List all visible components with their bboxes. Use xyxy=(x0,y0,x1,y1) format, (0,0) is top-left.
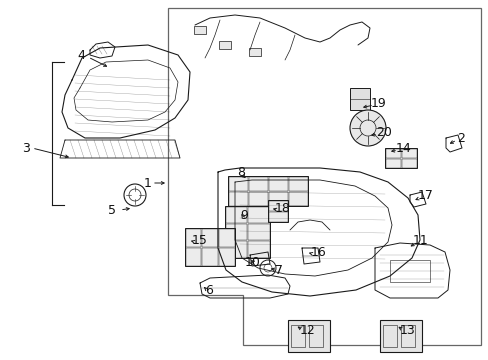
Text: 14: 14 xyxy=(395,141,411,154)
Text: 12: 12 xyxy=(299,324,315,337)
Text: 7: 7 xyxy=(274,264,283,276)
Bar xyxy=(349,88,369,110)
Bar xyxy=(248,48,261,56)
Text: 18: 18 xyxy=(274,202,290,215)
Bar xyxy=(379,320,421,352)
Text: 10: 10 xyxy=(244,256,260,270)
Text: 19: 19 xyxy=(370,96,386,109)
Bar xyxy=(268,212,287,221)
Bar xyxy=(225,207,246,223)
Bar xyxy=(287,320,329,352)
Bar xyxy=(400,325,414,347)
Bar xyxy=(247,224,269,240)
Text: 6: 6 xyxy=(204,284,212,297)
Bar xyxy=(185,248,201,266)
Bar xyxy=(290,325,305,347)
Text: 2: 2 xyxy=(456,131,464,144)
Bar xyxy=(401,149,416,158)
Text: 13: 13 xyxy=(399,324,415,337)
Bar xyxy=(219,248,234,266)
Text: 3: 3 xyxy=(22,141,30,154)
Bar xyxy=(219,229,234,247)
Text: 1: 1 xyxy=(144,176,152,189)
Bar xyxy=(384,148,416,168)
Bar xyxy=(219,41,230,49)
Bar xyxy=(248,192,267,206)
Bar xyxy=(385,149,400,158)
Bar xyxy=(268,201,287,211)
Text: 11: 11 xyxy=(412,234,428,247)
Bar xyxy=(194,26,205,34)
Bar xyxy=(202,229,217,247)
Bar xyxy=(308,325,323,347)
Bar xyxy=(268,192,287,206)
Text: 15: 15 xyxy=(192,234,207,247)
Bar xyxy=(202,248,217,266)
Text: 4: 4 xyxy=(77,49,85,62)
Text: 17: 17 xyxy=(417,189,433,202)
Text: 8: 8 xyxy=(237,166,244,179)
Bar xyxy=(382,325,396,347)
Bar xyxy=(385,158,400,167)
Bar xyxy=(228,192,247,206)
Bar xyxy=(248,176,267,190)
Bar xyxy=(247,207,269,223)
Text: 9: 9 xyxy=(240,208,247,221)
Text: 5: 5 xyxy=(108,203,116,216)
Bar xyxy=(185,229,201,247)
Bar xyxy=(184,228,235,266)
Bar xyxy=(401,158,416,167)
Bar xyxy=(225,224,246,240)
Text: 20: 20 xyxy=(375,126,391,139)
Text: 16: 16 xyxy=(310,246,326,258)
Bar xyxy=(268,176,287,190)
Bar xyxy=(288,176,307,190)
Bar xyxy=(227,176,307,206)
Bar xyxy=(267,200,287,222)
Bar xyxy=(288,192,307,206)
Circle shape xyxy=(349,110,385,146)
Bar xyxy=(225,241,246,257)
Bar xyxy=(247,241,269,257)
Bar xyxy=(228,176,247,190)
Bar xyxy=(389,260,429,282)
Bar xyxy=(224,206,269,258)
